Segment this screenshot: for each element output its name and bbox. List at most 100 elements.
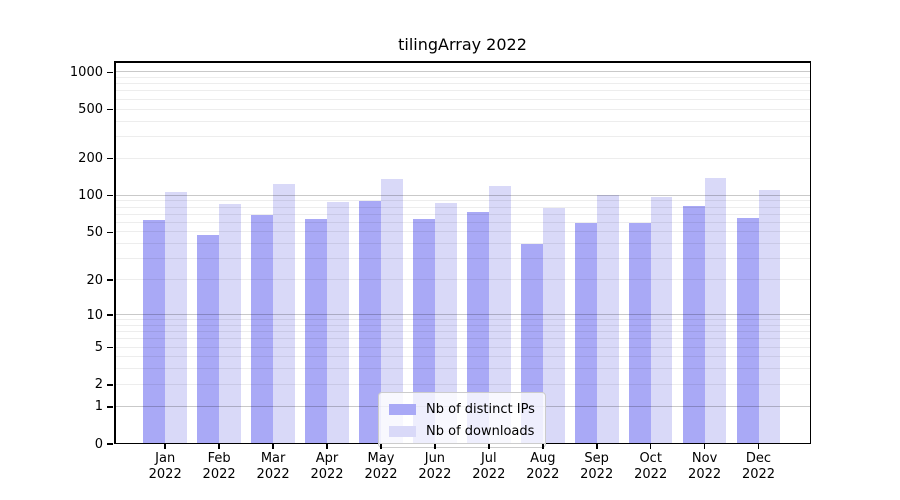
gridline-minor-9 — [114, 319, 811, 321]
gridline-major-100 — [114, 194, 811, 196]
bar-downloads-jul — [488, 186, 511, 444]
gridline-minor-600 — [114, 98, 811, 100]
y-tick-label-50: 50 — [86, 224, 103, 240]
y-tick-mark-500 — [107, 108, 113, 111]
gridline-minor-800 — [114, 83, 811, 85]
x-tick-year: 2022 — [472, 467, 506, 482]
y-tick-mark-5 — [107, 346, 113, 349]
bar-downloads-nov — [704, 177, 727, 444]
y-tick-label-10: 10 — [86, 307, 103, 323]
legend: Nb of distinct IPs Nb of downloads — [378, 392, 546, 448]
bar-ips-sep — [574, 222, 597, 444]
gridline-minor-8 — [114, 324, 811, 326]
gridline-minor-70 — [114, 213, 811, 215]
x-tick-label-oct: Oct 2022 — [619, 451, 683, 483]
x-tick-year: 2022 — [580, 467, 614, 482]
bar-downloads-jan — [165, 191, 187, 444]
y-axis-line — [114, 61, 116, 444]
gridline-minor-2 — [114, 383, 811, 385]
x-tick-year: 2022 — [634, 467, 668, 482]
gridline-minor-40 — [114, 243, 811, 245]
legend-swatch-downloads — [389, 425, 416, 437]
chart-title: tilingArray 2022 — [398, 35, 527, 54]
x-tick-mark-apr — [326, 444, 328, 449]
x-tick-month: Feb — [207, 451, 231, 466]
grid-layer — [114, 61, 811, 444]
x-tick-mark-sep — [596, 444, 598, 449]
x-tick-year: 2022 — [741, 467, 776, 482]
x-tick-year: 2022 — [688, 467, 722, 482]
bar-downloads-aug — [542, 208, 565, 444]
x-tick-month: Sep — [584, 451, 609, 466]
bar-ips-oct — [628, 222, 651, 444]
y-tick-label-1000: 1000 — [69, 64, 103, 80]
gridline-minor-6 — [114, 338, 811, 340]
x-tick-year: 2022 — [310, 467, 344, 482]
x-tick-label-jul: Jul 2022 — [457, 451, 521, 483]
gridline-minor-200 — [114, 157, 811, 159]
bar-ips-feb — [197, 234, 220, 444]
x-tick-label-sep: Sep 2022 — [565, 451, 629, 483]
gridline-major-1000 — [114, 71, 811, 73]
x-tick-year: 2022 — [526, 467, 560, 482]
y-tick-label-100: 100 — [78, 188, 103, 204]
x-tick-label-dec: Dec 2022 — [727, 451, 791, 483]
y-tick-mark-50 — [107, 231, 113, 234]
bar-downloads-apr — [327, 201, 349, 444]
y-tick-label-20: 20 — [86, 272, 103, 288]
y-tick-mark-100 — [107, 194, 113, 197]
bar-ips-apr — [305, 219, 328, 444]
y-tick-label-1: 1 — [94, 399, 103, 415]
legend-swatch-distinct-ips — [389, 403, 416, 415]
x-tick-year: 2022 — [202, 467, 236, 482]
top-spine — [114, 61, 811, 63]
x-tick-label-aug: Aug 2022 — [511, 451, 575, 483]
x-tick-mark-may — [380, 444, 382, 449]
gridline-minor-300 — [114, 135, 811, 137]
bar-ips-jun — [413, 219, 435, 444]
gridline-major-10 — [114, 314, 811, 315]
x-tick-label-feb: Feb 2022 — [187, 451, 251, 483]
legend-label-downloads: Nb of downloads — [426, 423, 535, 439]
bar-downloads-jun — [434, 203, 457, 444]
bar-downloads-dec — [758, 190, 781, 444]
gridline-minor-60 — [114, 221, 811, 223]
gridline-minor-20 — [114, 279, 811, 281]
x-tick-year: 2022 — [148, 467, 182, 482]
x-tick-mark-feb — [218, 444, 220, 449]
gridline-minor-3 — [114, 368, 811, 370]
y-tick-mark-20 — [107, 279, 113, 281]
bar-downloads-sep — [596, 194, 619, 444]
y-tick-label-500: 500 — [78, 102, 103, 117]
gridline-minor-4 — [114, 356, 811, 358]
bar-downloads-may — [380, 178, 403, 444]
bar-ips-jul — [467, 212, 489, 444]
y-tick-label-200: 200 — [78, 151, 103, 167]
bar-ips-nov — [682, 205, 705, 444]
y-tick-mark-1000 — [107, 71, 113, 73]
x-tick-mark-aug — [542, 444, 544, 449]
x-tick-label-may: May 2022 — [349, 451, 413, 483]
x-tick-mark-jun — [434, 444, 436, 449]
bar-downloads-feb — [219, 204, 241, 444]
x-tick-month: Dec — [745, 451, 772, 466]
gridline-minor-5 — [114, 346, 811, 348]
y-tick-mark-200 — [107, 157, 113, 160]
x-tick-mark-nov — [703, 444, 706, 449]
x-tick-month: Aug — [530, 451, 556, 466]
x-tick-year: 2022 — [364, 467, 398, 482]
bar-downloads-oct — [650, 196, 673, 444]
x-tick-month: Jan — [155, 451, 176, 466]
gridline-minor-90 — [114, 200, 811, 202]
y-tick-mark-2 — [107, 384, 113, 386]
x-tick-month: Nov — [691, 451, 718, 466]
y-tick-mark-1 — [107, 406, 113, 408]
x-tick-mark-jul — [488, 444, 490, 449]
gridline-minor-7 — [114, 331, 811, 333]
x-tick-month: Jul — [480, 451, 497, 466]
x-tick-mark-mar — [272, 444, 274, 449]
gridline-minor-400 — [114, 120, 811, 122]
bar-ips-jan — [143, 220, 166, 444]
x-tick-label-jun: Jun 2022 — [403, 451, 467, 483]
